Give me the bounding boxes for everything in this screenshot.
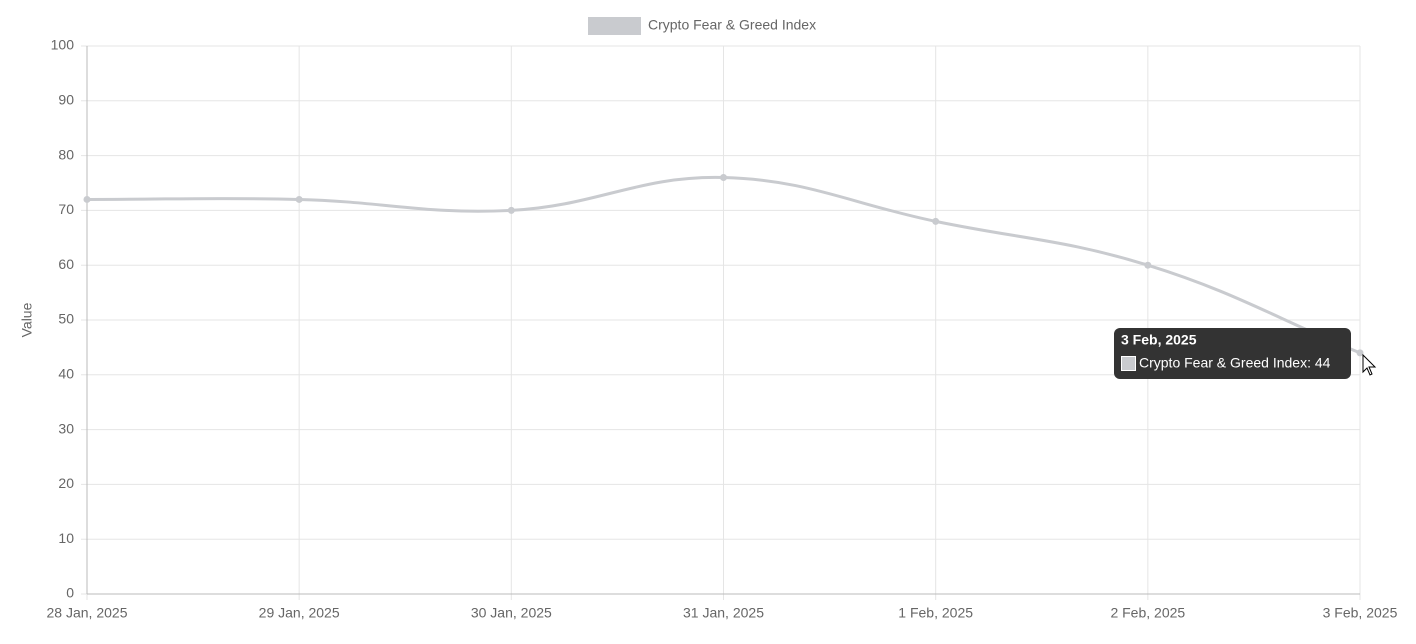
x-tick-label: 2 Feb, 2025 bbox=[1110, 605, 1185, 621]
point bbox=[507, 206, 515, 214]
legend-swatch[interactable] bbox=[588, 17, 641, 35]
point bbox=[1144, 261, 1152, 269]
x-tick-label: 3 Feb, 2025 bbox=[1323, 605, 1398, 621]
cursor bbox=[1362, 353, 1377, 376]
point bbox=[295, 195, 303, 203]
x-tick-label: 28 Jan, 2025 bbox=[47, 605, 128, 621]
point bbox=[932, 217, 940, 225]
point bbox=[83, 195, 91, 203]
tooltip: 3 Feb, 2025 Crypto Fear & Greed Index: 4… bbox=[1114, 328, 1351, 379]
y-tick-label: 70 bbox=[58, 201, 74, 217]
y-tick-label: 40 bbox=[58, 366, 74, 382]
y-tick-label: 10 bbox=[58, 530, 74, 546]
y-tick-label: 100 bbox=[51, 37, 75, 53]
y-axis-label: Value bbox=[19, 302, 35, 337]
point bbox=[720, 174, 727, 182]
x-tick-label: 31 Jan, 2025 bbox=[683, 605, 764, 621]
y-tick-label: 0 bbox=[66, 585, 74, 601]
tooltip-box bbox=[1114, 328, 1351, 379]
y-tick-label: 90 bbox=[58, 92, 74, 108]
x-tick-label: 1 Feb, 2025 bbox=[898, 605, 973, 621]
y-tick-label: 20 bbox=[58, 475, 74, 491]
y-tick-label: 30 bbox=[58, 420, 74, 436]
point bbox=[1356, 349, 1364, 357]
x-tick-label: 29 Jan, 2025 bbox=[259, 605, 340, 621]
y-tick-label: 80 bbox=[58, 146, 74, 162]
tooltip-title: 3 Feb, 2025 bbox=[1121, 332, 1197, 348]
plot bbox=[83, 174, 1364, 357]
tooltip-swatch bbox=[1121, 356, 1136, 371]
grid: 0 10 20 30 40 50 60 70 80 90 100 28 Jan, 2025 29 Jan… bbox=[47, 37, 1398, 621]
x-tick-label: 30 Jan, 2025 bbox=[471, 605, 552, 621]
y-tick-label: 60 bbox=[58, 256, 74, 272]
tooltip-label: Crypto Fear & Greed Index: 44 bbox=[1139, 355, 1331, 371]
y-tick-label: 50 bbox=[58, 311, 74, 327]
legend-label[interactable]: Crypto Fear & Greed Index bbox=[648, 17, 816, 33]
